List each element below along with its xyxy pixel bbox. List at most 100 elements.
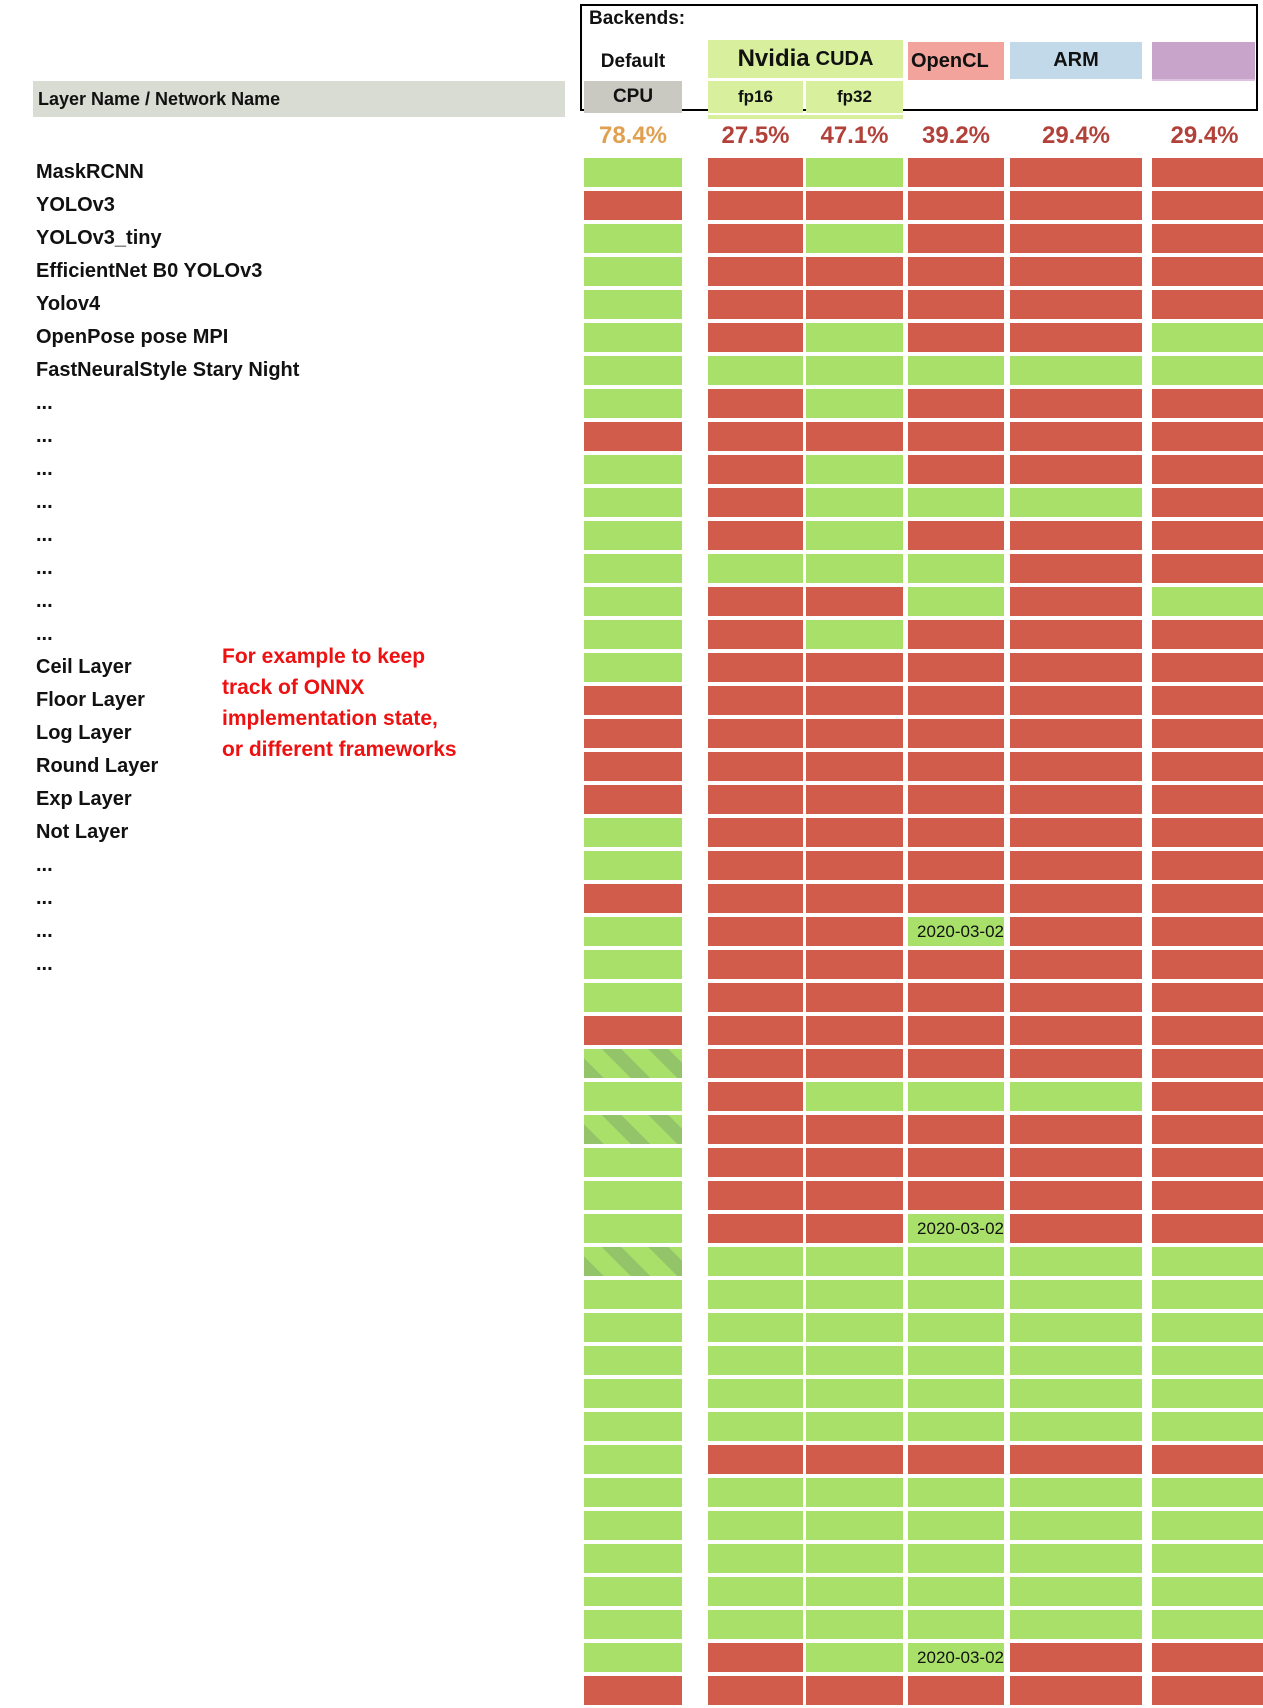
matrix-cell[interactable] (908, 389, 1004, 418)
matrix-cell[interactable] (1152, 1346, 1263, 1375)
matrix-cell[interactable] (806, 851, 903, 880)
matrix-cell[interactable] (806, 1412, 903, 1441)
matrix-cell[interactable] (908, 1280, 1004, 1309)
matrix-cell[interactable] (908, 1115, 1004, 1144)
matrix-cell[interactable] (806, 1214, 903, 1243)
matrix-cell[interactable] (908, 1412, 1004, 1441)
matrix-cell[interactable] (708, 1610, 803, 1639)
matrix-cell[interactable] (708, 851, 803, 880)
matrix-cell[interactable] (806, 257, 903, 286)
matrix-cell[interactable] (806, 1280, 903, 1309)
matrix-cell[interactable] (584, 587, 682, 616)
matrix-cell[interactable] (1010, 1148, 1142, 1177)
matrix-cell-dated[interactable]: 2020-03-02 (908, 917, 1004, 946)
matrix-cell[interactable] (1152, 356, 1263, 385)
matrix-cell[interactable] (806, 1049, 903, 1078)
matrix-cell[interactable] (1152, 1610, 1263, 1639)
matrix-cell[interactable] (1010, 1478, 1142, 1507)
matrix-cell[interactable] (1152, 1247, 1263, 1276)
matrix-cell[interactable] (1010, 1346, 1142, 1375)
matrix-cell[interactable] (806, 653, 903, 682)
matrix-cell[interactable] (806, 389, 903, 418)
matrix-cell[interactable] (1010, 455, 1142, 484)
matrix-cell[interactable] (908, 1676, 1004, 1705)
matrix-cell[interactable] (1152, 1280, 1263, 1309)
matrix-cell[interactable] (584, 851, 682, 880)
matrix-cell[interactable] (1152, 620, 1263, 649)
matrix-cell[interactable] (1152, 950, 1263, 979)
matrix-cell[interactable] (806, 785, 903, 814)
matrix-cell[interactable] (584, 521, 682, 550)
matrix-cell[interactable] (584, 1115, 682, 1144)
matrix-cell[interactable] (908, 719, 1004, 748)
matrix-cell[interactable] (1010, 950, 1142, 979)
matrix-cell[interactable] (708, 356, 803, 385)
matrix-cell[interactable] (1010, 554, 1142, 583)
matrix-cell[interactable] (1010, 653, 1142, 682)
matrix-cell[interactable] (908, 851, 1004, 880)
matrix-cell-dated[interactable]: 2020-03-02 (908, 1214, 1004, 1243)
matrix-cell[interactable] (908, 1379, 1004, 1408)
matrix-cell[interactable] (1152, 422, 1263, 451)
matrix-cell[interactable] (806, 1181, 903, 1210)
matrix-cell[interactable] (1010, 356, 1142, 385)
matrix-cell[interactable] (1152, 1379, 1263, 1408)
matrix-cell[interactable] (908, 224, 1004, 253)
matrix-cell[interactable] (1010, 884, 1142, 913)
matrix-cell[interactable] (584, 653, 682, 682)
matrix-cell[interactable] (1010, 1577, 1142, 1606)
matrix-cell[interactable] (908, 983, 1004, 1012)
matrix-cell[interactable] (708, 455, 803, 484)
matrix-cell[interactable] (908, 521, 1004, 550)
matrix-cell[interactable] (806, 356, 903, 385)
matrix-cell[interactable] (584, 1676, 682, 1705)
matrix-cell[interactable] (584, 1181, 682, 1210)
matrix-cell[interactable] (708, 1247, 803, 1276)
matrix-cell[interactable] (1010, 917, 1142, 946)
matrix-cell[interactable] (806, 1544, 903, 1573)
matrix-cell[interactable] (708, 521, 803, 550)
matrix-cell[interactable] (1152, 1445, 1263, 1474)
arm-header-cell[interactable]: ARM (1010, 42, 1142, 79)
matrix-cell[interactable] (806, 587, 903, 616)
matrix-cell[interactable] (908, 1148, 1004, 1177)
nvidia-cuda-header-cell[interactable]: Nvidia CUDA (708, 40, 903, 78)
unnamed-backend-header-cell[interactable] (1152, 42, 1255, 81)
matrix-cell[interactable] (1152, 224, 1263, 253)
matrix-cell[interactable] (708, 389, 803, 418)
matrix-cell[interactable] (708, 1676, 803, 1705)
matrix-cell[interactable] (708, 191, 803, 220)
matrix-cell[interactable] (1010, 851, 1142, 880)
matrix-cell[interactable] (584, 1313, 682, 1342)
matrix-cell[interactable] (708, 1148, 803, 1177)
matrix-cell[interactable] (584, 488, 682, 517)
matrix-cell[interactable] (1010, 1313, 1142, 1342)
matrix-cell[interactable] (1010, 1676, 1142, 1705)
matrix-cell[interactable] (708, 653, 803, 682)
matrix-cell[interactable] (708, 983, 803, 1012)
matrix-cell[interactable] (806, 521, 903, 550)
matrix-cell[interactable] (1152, 785, 1263, 814)
matrix-cell[interactable] (584, 224, 682, 253)
matrix-cell[interactable] (1152, 983, 1263, 1012)
matrix-cell[interactable] (584, 1478, 682, 1507)
matrix-cell[interactable] (806, 1247, 903, 1276)
matrix-cell[interactable] (908, 1016, 1004, 1045)
matrix-cell[interactable] (1010, 290, 1142, 319)
matrix-cell[interactable] (806, 1511, 903, 1540)
matrix-cell[interactable] (806, 950, 903, 979)
matrix-cell[interactable] (908, 1181, 1004, 1210)
matrix-cell[interactable] (1152, 455, 1263, 484)
matrix-cell[interactable] (1010, 719, 1142, 748)
matrix-cell[interactable] (1010, 686, 1142, 715)
matrix-cell[interactable] (708, 752, 803, 781)
matrix-cell[interactable] (708, 818, 803, 847)
matrix-cell[interactable] (584, 1643, 682, 1672)
matrix-cell[interactable] (1010, 158, 1142, 187)
matrix-cell[interactable] (908, 1049, 1004, 1078)
matrix-cell[interactable] (1010, 257, 1142, 286)
matrix-cell[interactable] (1010, 1643, 1142, 1672)
matrix-cell[interactable] (584, 356, 682, 385)
matrix-cell[interactable] (708, 1577, 803, 1606)
matrix-cell[interactable] (1010, 1247, 1142, 1276)
